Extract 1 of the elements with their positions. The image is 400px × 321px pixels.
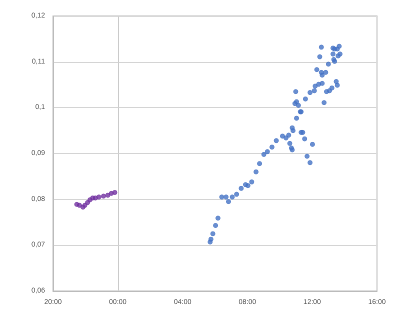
point bbox=[96, 194, 102, 200]
